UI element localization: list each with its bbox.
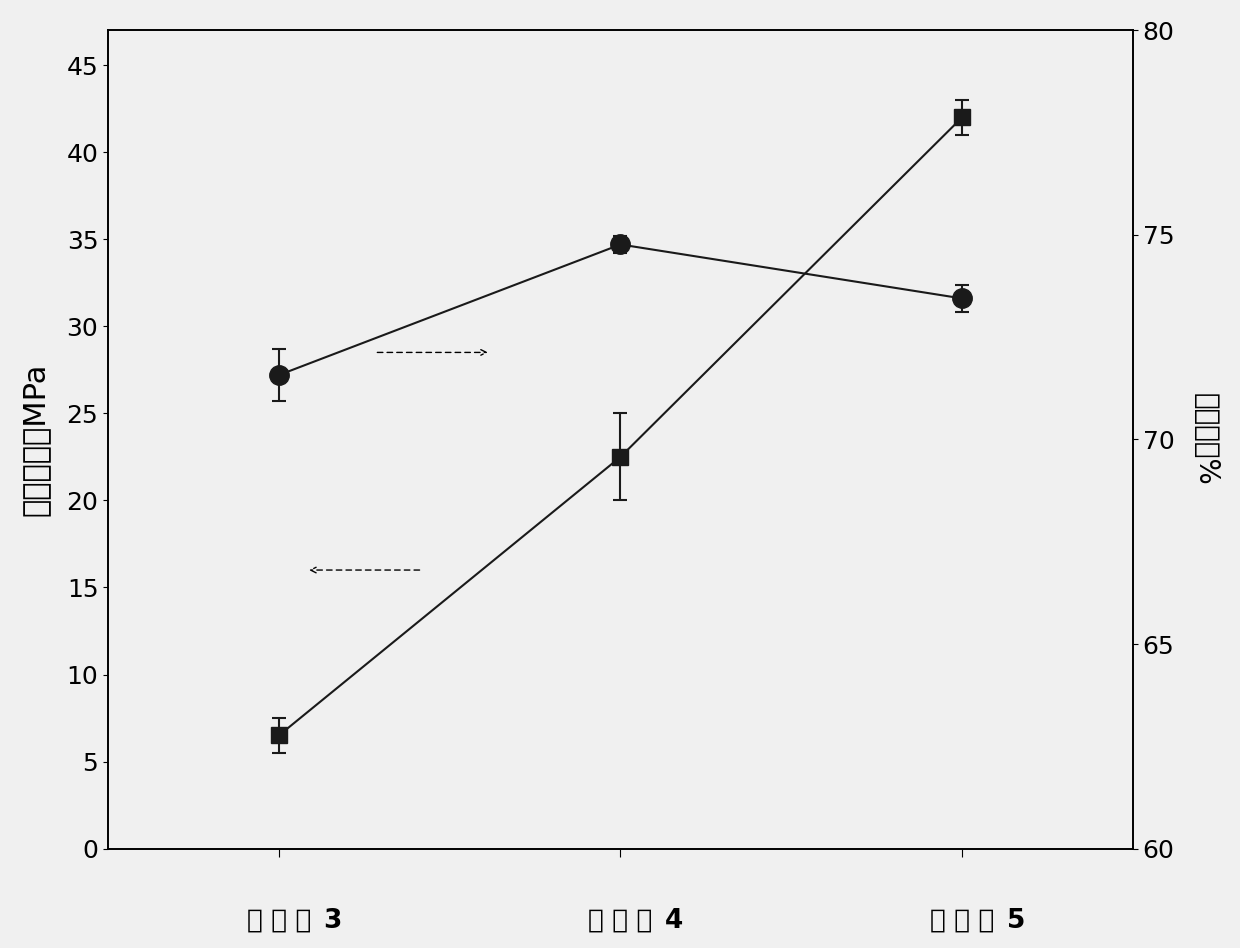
Text: 3: 3 [324,907,342,934]
Text: 实 施 例: 实 施 例 [247,907,311,934]
Text: 实 施 例: 实 施 例 [588,907,652,934]
Y-axis label: 孔隙率／%: 孔隙率／% [1192,393,1219,485]
Text: 实 施 例: 实 施 例 [930,907,994,934]
Y-axis label: 抗弯强度／MPa: 抗弯强度／MPa [21,363,50,516]
Text: 5: 5 [1007,907,1025,934]
Text: 4: 4 [665,907,683,934]
